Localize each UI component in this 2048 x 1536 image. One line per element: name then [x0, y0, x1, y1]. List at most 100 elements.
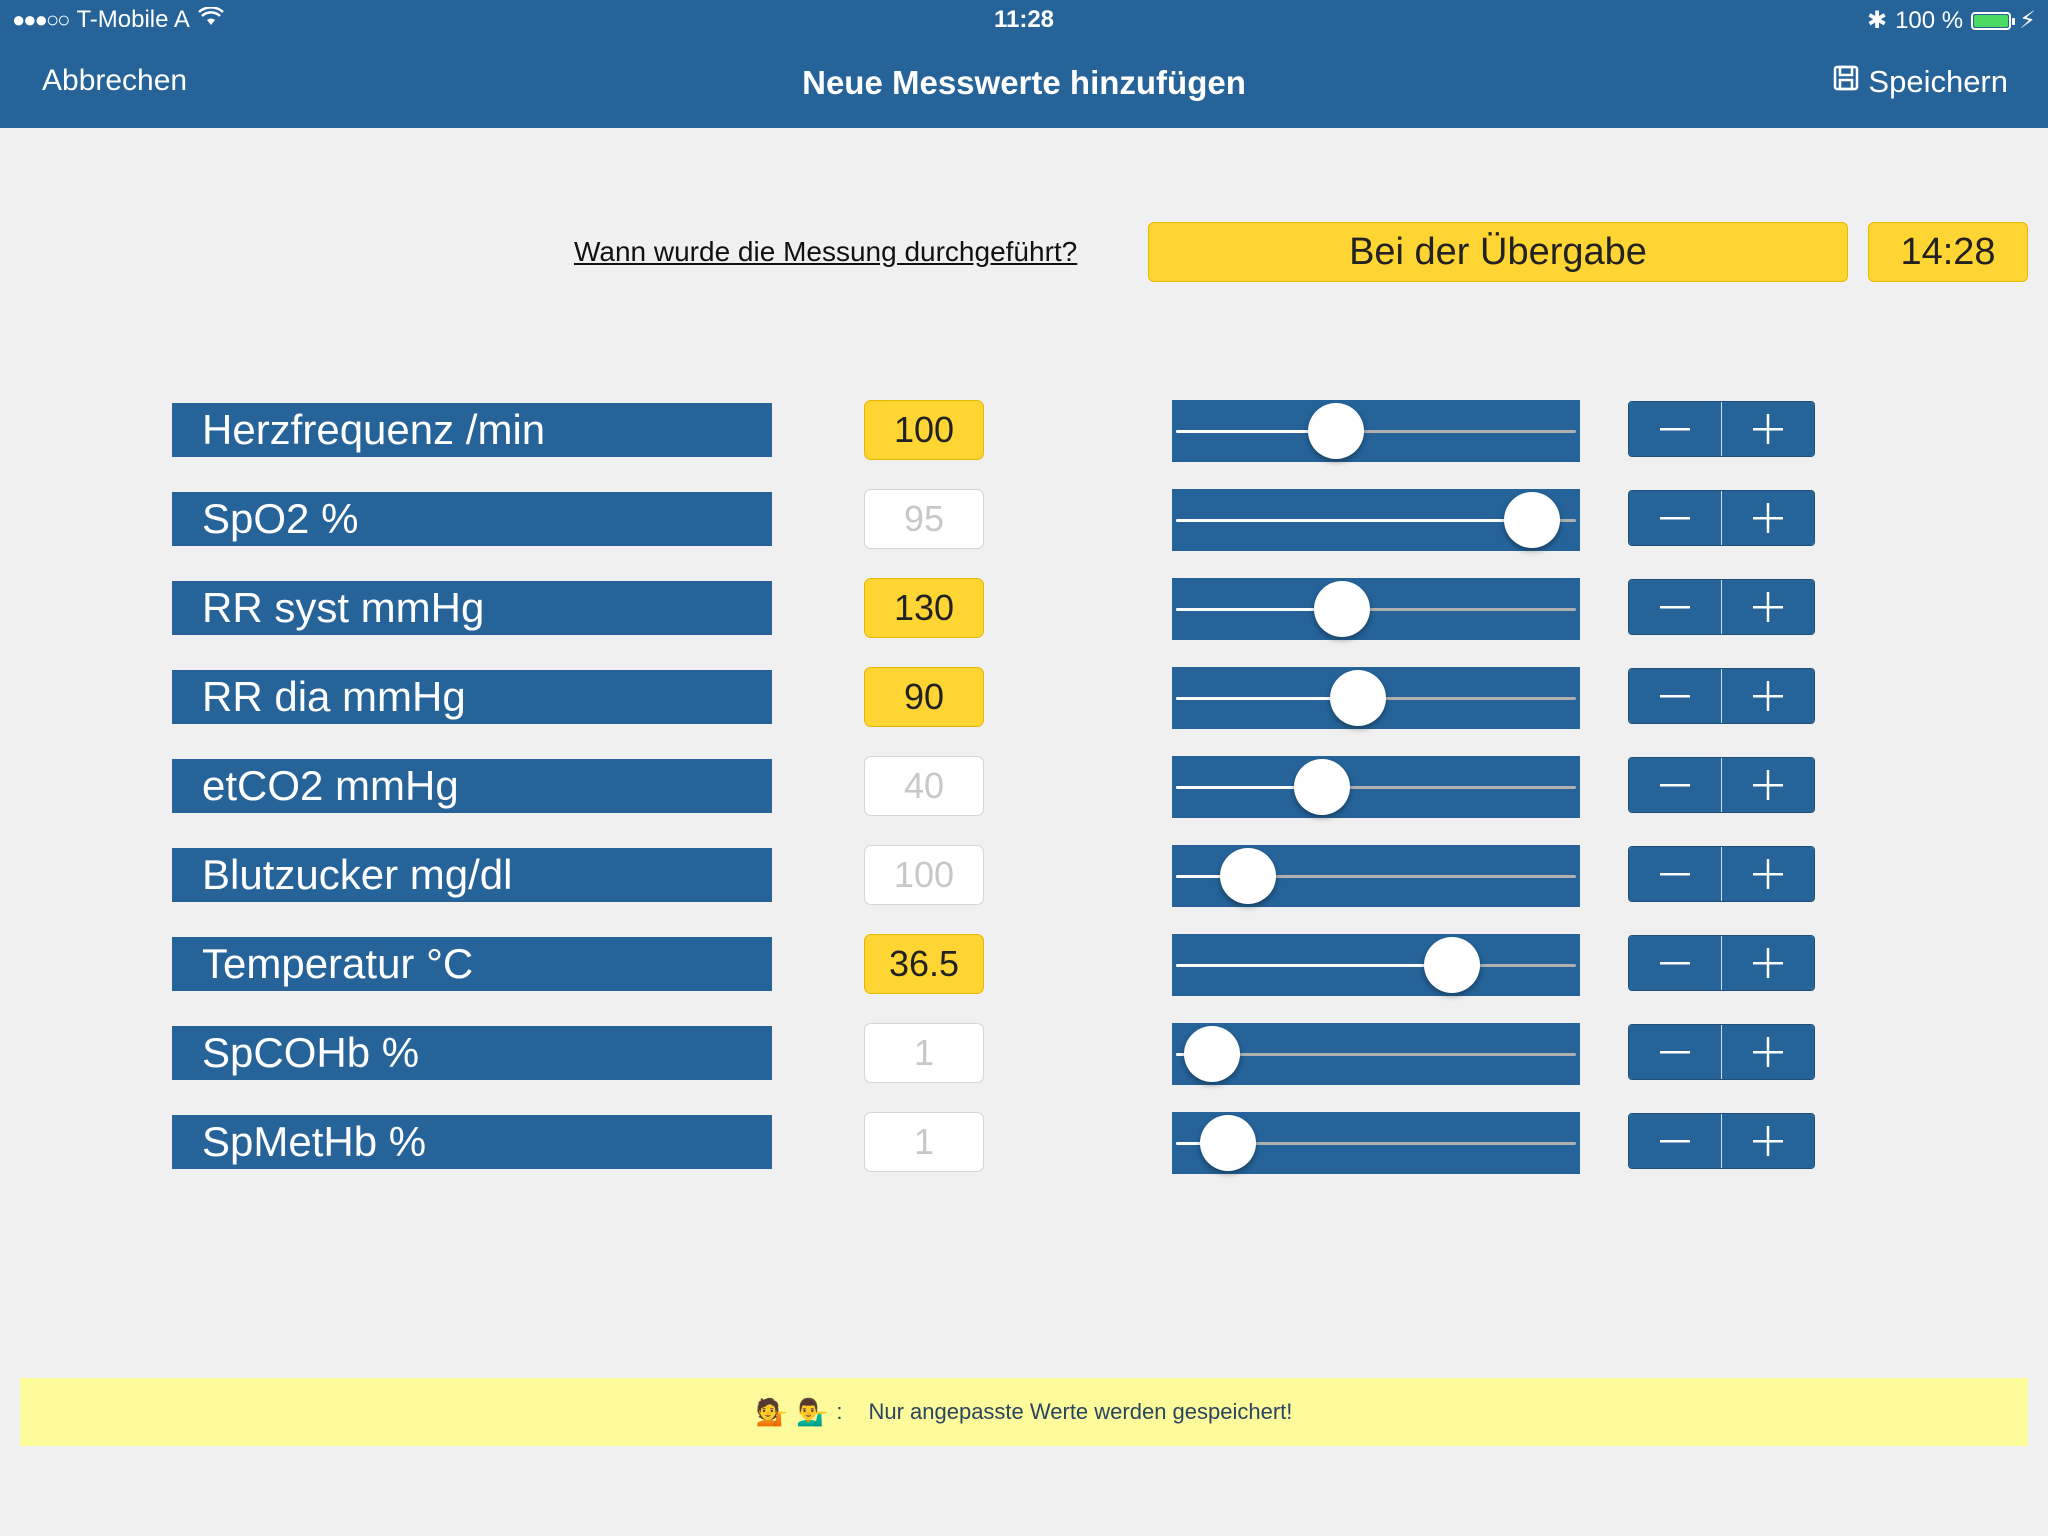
- plus-icon: [1753, 681, 1783, 711]
- measurement-slider[interactable]: [1172, 1112, 1580, 1174]
- carrier-name: T-Mobile A: [76, 6, 190, 33]
- plus-icon: [1753, 592, 1783, 622]
- slider-thumb[interactable]: [1330, 670, 1386, 726]
- increment-button[interactable]: [1721, 669, 1814, 723]
- measurement-stepper: [1628, 401, 1815, 457]
- slider-fill: [1176, 430, 1336, 433]
- measurement-value-field[interactable]: 40: [864, 756, 984, 816]
- minus-icon: [1660, 517, 1690, 520]
- increment-button[interactable]: [1721, 580, 1814, 634]
- minus-icon: [1660, 962, 1690, 965]
- measurement-stepper: [1628, 935, 1815, 991]
- decrement-button[interactable]: [1629, 402, 1721, 456]
- navigation-header: ●●●○○ T-Mobile A 11:28 ✱ 100 % ⚡ Abbrech…: [0, 0, 2048, 128]
- hint-banner: 💁 💁‍♂️ : Nur angepasste Werte werden ges…: [20, 1378, 2028, 1446]
- measurement-value-field[interactable]: 36.5: [864, 934, 984, 994]
- measurement-label: SpMetHb %: [172, 1115, 772, 1169]
- increment-button[interactable]: [1721, 491, 1814, 545]
- slider-thumb[interactable]: [1308, 403, 1364, 459]
- measurement-stepper: [1628, 490, 1815, 546]
- plus-icon: [1753, 770, 1783, 800]
- plus-icon: [1753, 1037, 1783, 1067]
- minus-icon: [1660, 873, 1690, 876]
- measurement-label: etCO2 mmHg: [172, 759, 772, 813]
- measurement-slider[interactable]: [1172, 845, 1580, 907]
- minus-icon: [1660, 1140, 1690, 1143]
- increment-button[interactable]: [1721, 936, 1814, 990]
- slider-thumb[interactable]: [1184, 1026, 1240, 1082]
- slider-fill: [1176, 875, 1248, 878]
- measurement-value-field[interactable]: 100: [864, 400, 984, 460]
- measurement-slider[interactable]: [1172, 1023, 1580, 1085]
- minus-icon: [1660, 784, 1690, 787]
- measurement-value-field[interactable]: 1: [864, 1112, 984, 1172]
- cancel-button[interactable]: Abbrechen: [42, 64, 188, 97]
- plus-icon: [1753, 1126, 1783, 1156]
- decrement-button[interactable]: [1629, 758, 1721, 812]
- measurement-stepper: [1628, 1024, 1815, 1080]
- plus-icon: [1753, 948, 1783, 978]
- slider-thumb[interactable]: [1294, 759, 1350, 815]
- slider-fill: [1176, 964, 1452, 967]
- measurement-label: Herzfrequenz /min: [172, 403, 772, 457]
- measurement-value-field[interactable]: 90: [864, 667, 984, 727]
- measurement-time-button[interactable]: 14:28: [1868, 222, 2028, 282]
- page-title: Neue Messwerte hinzufügen: [802, 64, 1246, 101]
- measurement-value-field[interactable]: 95: [864, 489, 984, 549]
- increment-button[interactable]: [1721, 402, 1814, 456]
- status-time: 11:28: [993, 6, 1055, 33]
- status-right: ✱ 100 % ⚡: [1867, 6, 2036, 35]
- decrement-button[interactable]: [1629, 1114, 1721, 1168]
- minus-icon: [1660, 695, 1690, 698]
- plus-icon: [1753, 859, 1783, 889]
- measurement-slider[interactable]: [1172, 934, 1580, 996]
- decrement-button[interactable]: [1629, 491, 1721, 545]
- status-carrier: ●●●○○ T-Mobile A: [12, 6, 224, 34]
- wifi-icon: [198, 6, 224, 34]
- slider-fill: [1176, 697, 1358, 700]
- slider-thumb[interactable]: [1220, 848, 1276, 904]
- measurement-value-field[interactable]: 100: [864, 845, 984, 905]
- floppy-disk-icon: [1832, 64, 1860, 100]
- battery-icon: [1971, 11, 2016, 30]
- measurement-time-question[interactable]: Wann wurde die Messung durchgeführt?: [574, 236, 1078, 267]
- measurement-stepper: [1628, 579, 1815, 635]
- increment-button[interactable]: [1721, 847, 1814, 901]
- slider-track: [1176, 786, 1576, 789]
- measurement-slider[interactable]: [1172, 756, 1580, 818]
- signal-strength-icon: ●●●○○: [12, 7, 70, 32]
- slider-thumb[interactable]: [1424, 937, 1480, 993]
- slider-track: [1176, 875, 1576, 878]
- battery-percentage: 100 %: [1895, 6, 1964, 34]
- decrement-button[interactable]: [1629, 669, 1721, 723]
- measurement-label: SpCOHb %: [172, 1026, 772, 1080]
- measurement-slider[interactable]: [1172, 489, 1580, 551]
- decrement-button[interactable]: [1629, 580, 1721, 634]
- man-tipping-hand-icon: 💁‍♂️: [795, 1396, 829, 1427]
- slider-track: [1176, 430, 1576, 433]
- measurement-stepper: [1628, 668, 1815, 724]
- measurement-label: SpO2 %: [172, 492, 772, 546]
- save-button[interactable]: Speichern: [1832, 64, 2008, 100]
- slider-thumb[interactable]: [1200, 1115, 1256, 1171]
- measurement-value-field[interactable]: 130: [864, 578, 984, 638]
- slider-fill: [1176, 786, 1322, 789]
- measurement-label: Blutzucker mg/dl: [172, 848, 772, 902]
- measurement-slider[interactable]: [1172, 667, 1580, 729]
- increment-button[interactable]: [1721, 758, 1814, 812]
- slider-fill: [1176, 608, 1342, 611]
- decrement-button[interactable]: [1629, 936, 1721, 990]
- slider-thumb[interactable]: [1314, 581, 1370, 637]
- decrement-button[interactable]: [1629, 847, 1721, 901]
- measurement-slider[interactable]: [1172, 578, 1580, 640]
- increment-button[interactable]: [1721, 1025, 1814, 1079]
- measurement-stepper: [1628, 1113, 1815, 1169]
- plus-icon: [1753, 414, 1783, 444]
- decrement-button[interactable]: [1629, 1025, 1721, 1079]
- increment-button[interactable]: [1721, 1114, 1814, 1168]
- measurement-slider[interactable]: [1172, 400, 1580, 462]
- measurement-value-field[interactable]: 1: [864, 1023, 984, 1083]
- slider-track: [1176, 964, 1576, 967]
- slider-thumb[interactable]: [1504, 492, 1560, 548]
- measurement-moment-button[interactable]: Bei der Übergabe: [1148, 222, 1848, 282]
